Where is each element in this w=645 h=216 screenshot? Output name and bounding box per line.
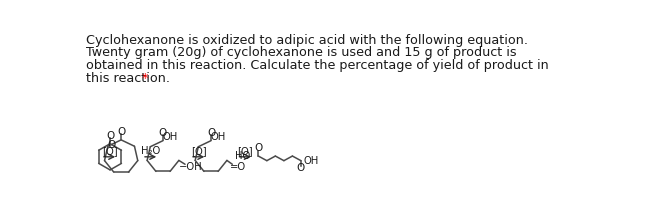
Text: OH: OH <box>303 156 319 166</box>
Text: HO: HO <box>235 151 250 161</box>
Text: O: O <box>108 140 116 150</box>
Text: O: O <box>207 128 215 138</box>
Text: *: * <box>142 72 148 85</box>
Text: O: O <box>106 131 114 141</box>
Text: Cyclohexanone is oxidized to adipic acid with the following equation.: Cyclohexanone is oxidized to adipic acid… <box>86 34 528 47</box>
Text: −OH: −OH <box>179 162 203 172</box>
Text: this reaction.: this reaction. <box>86 72 170 85</box>
Text: O: O <box>254 143 263 153</box>
Text: [O]: [O] <box>237 146 253 156</box>
Text: [O]: [O] <box>191 146 206 156</box>
Text: O: O <box>297 163 305 173</box>
Text: obtained in this reaction. Calculate the percentage of yield of product in: obtained in this reaction. Calculate the… <box>86 59 549 72</box>
Text: H₂O: H₂O <box>141 146 160 156</box>
Text: Twenty gram (20g) of cyclohexanone is used and 15 g of product is: Twenty gram (20g) of cyclohexanone is us… <box>86 46 517 59</box>
Text: OH: OH <box>163 132 177 142</box>
Text: O: O <box>159 128 167 138</box>
Text: =O: =O <box>230 162 246 172</box>
Text: [O]: [O] <box>102 146 117 156</box>
Text: OH: OH <box>210 132 226 142</box>
Text: O: O <box>117 127 125 137</box>
